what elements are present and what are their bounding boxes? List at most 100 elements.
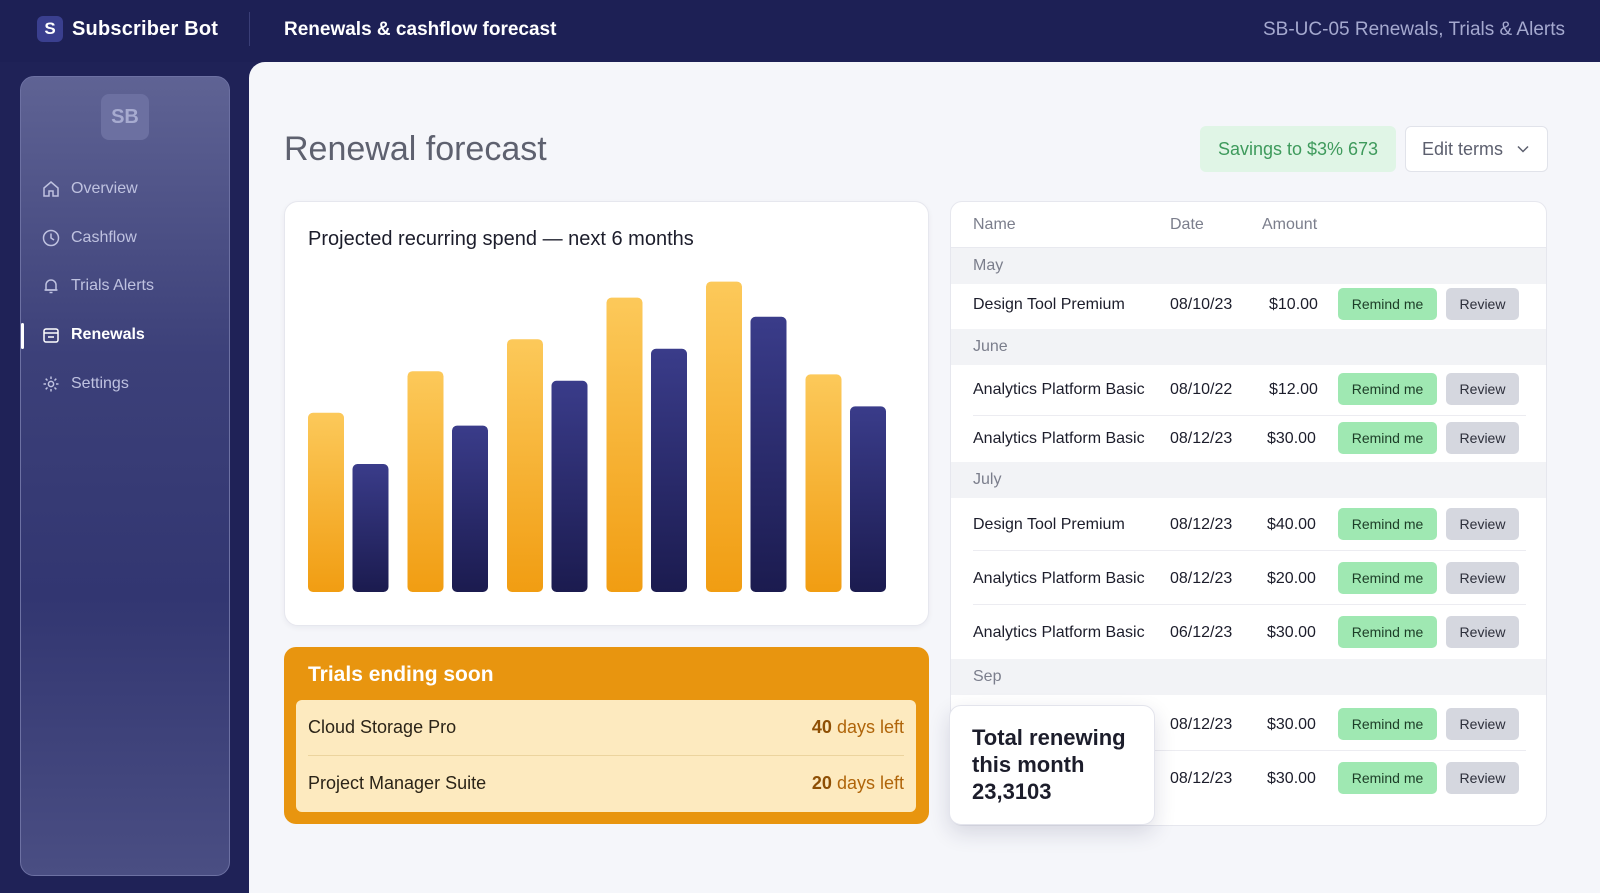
row-date: 08/12/23: [1170, 570, 1233, 587]
row-name: Design Tool Premium: [973, 516, 1125, 533]
chart-bar-orange-2[interactable]: [407, 371, 444, 592]
total-label-line2: this month: [972, 752, 1085, 777]
review-button[interactable]: Review: [1446, 422, 1519, 454]
column-header-date[interactable]: Date: [1170, 215, 1204, 233]
gear-icon: [43, 376, 59, 392]
row-date: 08/12/23: [1170, 430, 1233, 447]
column-header-amount[interactable]: Amount: [1262, 215, 1318, 233]
divider: [973, 604, 1526, 605]
row-name: Analytics Platform Basic: [973, 430, 1145, 447]
review-button[interactable]: Review: [1446, 288, 1519, 320]
spend-bar-chart: [308, 281, 886, 592]
row-amount: $10.00: [1269, 296, 1318, 313]
remind-me-button[interactable]: Remind me: [1338, 762, 1437, 794]
table-row: Design Tool Premium 08/10/23 $10.00 Remi…: [951, 279, 1546, 331]
row-amount: $12.00: [1269, 381, 1318, 398]
sidebar-item-trials-alerts[interactable]: Trials Alerts: [21, 268, 231, 304]
sidebar-item-settings[interactable]: Settings: [21, 366, 231, 402]
row-amount: $40.00: [1267, 516, 1316, 533]
trial-row[interactable]: Cloud Storage Pro 40 days left: [308, 700, 904, 755]
remind-me-button[interactable]: Remind me: [1338, 422, 1437, 454]
edit-terms-dropdown[interactable]: Edit terms: [1405, 126, 1548, 172]
sidebar-item-label: Overview: [71, 180, 138, 197]
review-button[interactable]: Review: [1446, 373, 1519, 405]
table-row: Analytics Platform Basic 08/12/23 $30.00…: [951, 413, 1546, 465]
chart-bar-navy-2[interactable]: [452, 425, 488, 592]
trials-list: Cloud Storage Pro 40 days left Project M…: [296, 700, 916, 812]
review-button[interactable]: Review: [1446, 508, 1519, 540]
trial-days-left: 40 days left: [811, 717, 904, 737]
divider: [951, 247, 1546, 248]
page-context-title: Renewals & cashflow forecast: [284, 19, 557, 40]
sidebar-item-cashflow[interactable]: Cashflow: [21, 220, 231, 256]
chart-title: Projected recurring spend — next 6 month…: [308, 228, 694, 250]
group-header-june: June: [951, 329, 1546, 365]
table-row: Design Tool Premium 08/12/23 $40.00 Remi…: [951, 499, 1546, 551]
total-renewing-card: Total renewing this month 23,3103: [949, 705, 1155, 825]
sidebar-item-label: Cashflow: [71, 229, 137, 246]
chevron-down-icon: [1517, 145, 1529, 153]
remind-me-button[interactable]: Remind me: [1338, 508, 1437, 540]
row-name: Analytics Platform Basic: [973, 570, 1145, 587]
row-date: 08/12/23: [1170, 716, 1233, 733]
trials-title: Trials ending soon: [308, 663, 494, 686]
avatar[interactable]: SB: [101, 94, 149, 140]
remind-me-button[interactable]: Remind me: [1338, 373, 1437, 405]
row-date: 08/12/23: [1170, 770, 1233, 787]
chart-bar-navy-5[interactable]: [750, 316, 787, 592]
sidebar: SB Overview Cashflow Trials Alerts Renew…: [20, 76, 230, 876]
brand[interactable]: S Subscriber Bot: [37, 16, 218, 42]
review-button[interactable]: Review: [1446, 762, 1519, 794]
edit-terms-label: Edit terms: [1422, 138, 1504, 159]
page-title: Renewal forecast: [284, 130, 547, 168]
table-row: 08/12/23 $30.00 Remind me Review: [951, 699, 1546, 751]
remind-me-button[interactable]: Remind me: [1338, 708, 1437, 740]
sidebar-item-overview[interactable]: Overview: [21, 171, 231, 207]
row-name: Analytics Platform Basic: [973, 624, 1145, 641]
review-button[interactable]: Review: [1446, 562, 1519, 594]
trial-row[interactable]: Project Manager Suite 20 days left: [308, 755, 904, 810]
row-date: 08/12/23: [1170, 516, 1233, 533]
logo-icon: S: [37, 16, 63, 42]
chart-bar-orange-4[interactable]: [606, 297, 643, 592]
sidebar-item-renewals[interactable]: Renewals: [21, 317, 231, 353]
trial-name: Cloud Storage Pro: [308, 717, 457, 737]
chart-bar-navy-4[interactable]: [651, 348, 687, 592]
review-button[interactable]: Review: [1446, 616, 1519, 648]
remind-me-button[interactable]: Remind me: [1338, 288, 1437, 320]
remind-me-button[interactable]: Remind me: [1338, 616, 1437, 648]
chart-bar-orange-1[interactable]: [308, 412, 344, 592]
chart-bar-orange-3[interactable]: [507, 339, 543, 592]
bell-icon: [44, 279, 58, 294]
row-name: Analytics Platform Basic: [973, 381, 1145, 398]
row-amount: $30.00: [1267, 624, 1316, 641]
review-button[interactable]: Review: [1446, 708, 1519, 740]
column-header-name[interactable]: Name: [973, 215, 1016, 233]
sidebar-item-label: Trials Alerts: [71, 277, 154, 294]
row-amount: $30.00: [1267, 430, 1316, 447]
row-date: 08/10/22: [1170, 381, 1233, 398]
group-header-may: May: [951, 248, 1546, 284]
spend-chart-card: Projected recurring spend — next 6 month…: [284, 201, 929, 626]
savings-badge: Savings to $3% 673: [1200, 126, 1396, 172]
chart-bar-navy-3[interactable]: [551, 380, 588, 592]
chart-bar-navy-6[interactable]: [850, 406, 886, 592]
top-bar: S Subscriber Bot Renewals & cashflow for…: [0, 0, 1600, 62]
table-row: Analytics Platform Basic 08/12/23 $20.00…: [951, 553, 1546, 605]
row-amount: $30.00: [1267, 770, 1316, 787]
chart-bar-orange-5[interactable]: [706, 281, 742, 592]
chart-bar-orange-6[interactable]: [805, 374, 842, 592]
group-header-sep: Sep: [951, 659, 1546, 695]
clock-icon: [42, 229, 60, 247]
divider: [973, 750, 1526, 751]
chart-bar-navy-1[interactable]: [352, 464, 389, 592]
remind-me-button[interactable]: Remind me: [1338, 562, 1437, 594]
row-date: 06/12/23: [1170, 624, 1233, 641]
total-value: 23,3103: [972, 779, 1052, 804]
main-panel: Renewal forecast Savings to $3% 673 Edit…: [249, 62, 1600, 893]
table-row: 08/12/23 $30.00 Remind me Review: [951, 753, 1546, 805]
trials-ending-card: Trials ending soon Cloud Storage Pro 40 …: [284, 647, 929, 824]
divider: [973, 550, 1526, 551]
app-name: Subscriber Bot: [72, 17, 219, 40]
divider: [973, 415, 1526, 416]
